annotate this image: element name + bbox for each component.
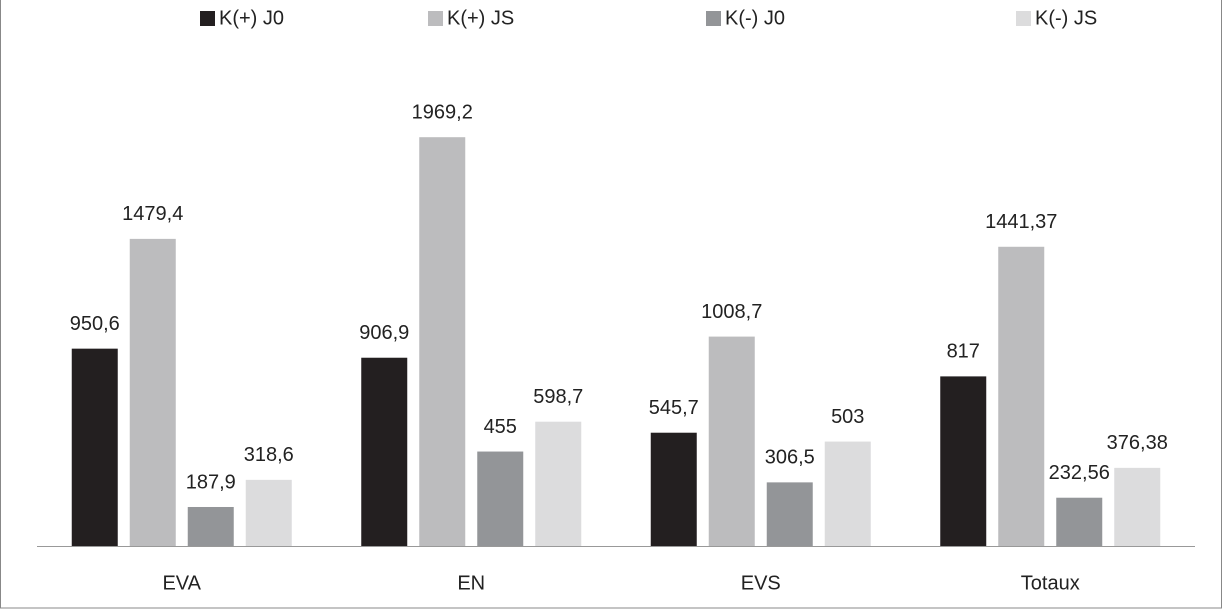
data-label: 187,9: [186, 471, 236, 493]
x-tick-label: Totaux: [1021, 572, 1080, 594]
legend-swatch: [200, 11, 215, 26]
legend-label: K(-) J0: [725, 7, 785, 29]
bar: [245, 479, 292, 546]
data-label: 318,6: [244, 444, 294, 466]
data-label: 1008,7: [701, 301, 762, 323]
bar: [535, 421, 582, 546]
bar: [187, 506, 234, 546]
data-label: 455: [484, 416, 517, 438]
bar: [129, 238, 176, 546]
legend-label: K(+) J0: [219, 7, 284, 29]
bar: [477, 451, 524, 546]
data-label: 1441,37: [985, 211, 1057, 233]
legend-swatch: [1016, 11, 1031, 26]
data-label: 545,7: [649, 397, 699, 419]
bar: [361, 357, 408, 546]
bar: [824, 441, 871, 546]
data-label: 598,7: [533, 386, 583, 408]
data-label: 817: [947, 341, 980, 363]
legend-swatch: [706, 11, 721, 26]
data-label: 376,38: [1107, 432, 1168, 454]
legend-label: K(-) JS: [1035, 7, 1097, 29]
data-label: 1969,2: [412, 101, 473, 123]
data-label: 1479,4: [122, 203, 183, 225]
bar: [71, 348, 118, 546]
x-tick-label: EVA: [162, 572, 201, 594]
bar: [650, 432, 697, 546]
data-label: 503: [831, 406, 864, 428]
legend-label: K(+) JS: [447, 7, 514, 29]
bar: [1114, 467, 1161, 546]
x-tick-label: EN: [457, 572, 485, 594]
bar: [419, 137, 466, 546]
data-label: 950,6: [70, 313, 120, 335]
data-label: 232,56: [1049, 462, 1110, 484]
bar: [766, 482, 813, 546]
data-label: 906,9: [359, 322, 409, 344]
bar: [940, 376, 987, 546]
data-label: 306,5: [765, 447, 815, 469]
bar: [1056, 497, 1103, 546]
legend-swatch: [428, 11, 443, 26]
bar: [708, 336, 755, 546]
bar: [998, 246, 1045, 546]
x-tick-label: EVS: [741, 572, 781, 594]
